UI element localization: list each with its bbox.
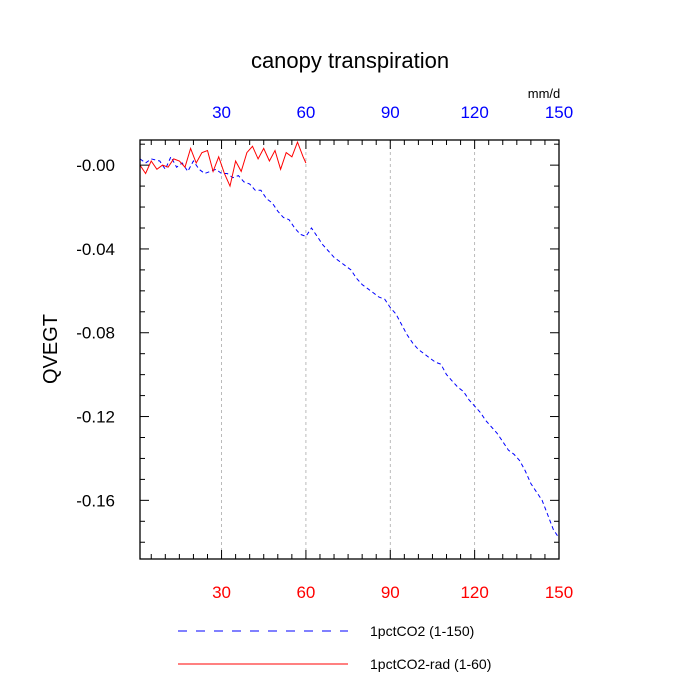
top-axis-unit-label: mm/d: [528, 86, 561, 101]
gridlines: [221, 140, 476, 559]
x-tick-label-bottom: 150: [545, 583, 573, 602]
x-tick-label-top: 60: [296, 103, 315, 122]
series-layer: [139, 140, 560, 539]
x-tick-label-bottom: 90: [381, 583, 400, 602]
x-tick-label-top: 120: [460, 103, 488, 122]
x-tick-label-top: 150: [545, 103, 573, 122]
axes: 30 60 90 120 150 30 60 90 120 150 -0.16 -0.12 -0.08 -…: [76, 103, 573, 602]
series-line-0: [139, 155, 560, 539]
y-tick-label: -0.16: [76, 491, 115, 510]
x-tick-label-top: 90: [381, 103, 400, 122]
series-line-1: [139, 140, 307, 188]
legend-label-0: 1pctCO2 (1-150): [370, 623, 474, 639]
legend: 1pctCO2 (1-150) 1pctCO2-rad (1-60): [178, 623, 491, 672]
y-tick-label: -0.00: [76, 156, 115, 175]
x-tick-label-bottom: 30: [212, 583, 231, 602]
plot-frame: [139, 139, 560, 560]
y-tick-label: -0.12: [76, 408, 115, 427]
x-tick-label-bottom: 60: [296, 583, 315, 602]
x-tick-label-top: 30: [212, 103, 231, 122]
chart-title: canopy transpiration: [251, 48, 449, 73]
y-tick-label: -0.08: [76, 324, 115, 343]
x-tick-label-bottom: 120: [460, 583, 488, 602]
y-axis-label: QVEGT: [40, 314, 62, 384]
legend-label-1: 1pctCO2-rad (1-60): [370, 656, 491, 672]
y-tick-label: -0.04: [76, 240, 115, 259]
